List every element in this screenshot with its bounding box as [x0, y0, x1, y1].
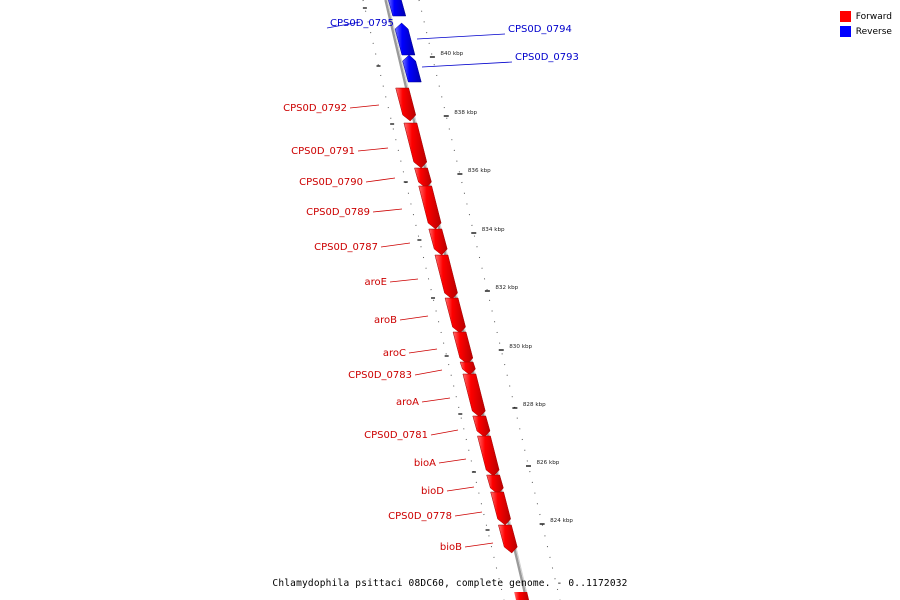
- legend-item-forward: Forward: [839, 9, 892, 24]
- scale-tick-label: 828 kbp: [523, 402, 546, 408]
- gene-leader-line: [416, 33, 506, 40]
- gene-arrow-arob[interactable]: [444, 297, 466, 334]
- right-dotted-track: [418, 0, 561, 600]
- gene-leader-line: [380, 242, 411, 248]
- gene-label-cps0d_0783[interactable]: CPS0D_0783: [348, 370, 412, 381]
- gene-label-bioa[interactable]: bioA: [414, 458, 436, 469]
- gene-label-cps0d_0781[interactable]: CPS0D_0781: [364, 430, 428, 441]
- scale-tick-label: 838 kbp: [454, 110, 477, 116]
- legend: Forward Reverse: [839, 9, 892, 39]
- gene-label-aroa[interactable]: aroA: [396, 397, 419, 408]
- gene-leader-line: [365, 177, 396, 183]
- legend-item-reverse: Reverse: [839, 24, 892, 39]
- gene-leader-line: [446, 486, 475, 492]
- gene-arrow-aroa[interactable]: [462, 373, 486, 418]
- reverse-swatch: [839, 26, 851, 37]
- gene-label-biob[interactable]: bioB: [440, 542, 462, 553]
- gene-leader-line: [357, 147, 389, 152]
- scale-tick-label: 826 kbp: [537, 460, 560, 466]
- gene-label-cps0d_0790[interactable]: CPS0D_0790: [299, 177, 363, 188]
- gene-label-cps0d_0787[interactable]: CPS0D_0787: [314, 242, 378, 253]
- gene-arrow-cps0d_0783[interactable]: [459, 361, 476, 376]
- gene-arrow-biob[interactable]: [498, 524, 518, 554]
- gene-label-cps0d_0794[interactable]: CPS0D_0794: [508, 24, 572, 35]
- gene-leader-line: [349, 104, 380, 109]
- gene-arrow-cps0d_0787[interactable]: [428, 228, 448, 256]
- gene-label-cps0d_0792[interactable]: CPS0D_0792: [283, 103, 347, 114]
- gene-arrow-cps0d_0790[interactable]: [414, 167, 432, 189]
- gene-arrow-cps0d_0791[interactable]: [403, 122, 428, 169]
- gene-arrow-cps0d_0793[interactable]: [402, 54, 422, 83]
- gene-leader-line: [421, 397, 451, 403]
- gene-arrow-partial: [514, 592, 529, 600]
- gene-arrow-cps0d_0778[interactable]: [490, 491, 511, 526]
- gene-arrow-cps0d_0794[interactable]: [394, 22, 416, 56]
- scale-tick-label: 832 kbp: [495, 285, 518, 291]
- gene-leader-line: [414, 369, 443, 376]
- gene-arrow-aroe[interactable]: [434, 254, 458, 300]
- gene-arrow-cps0d_0789[interactable]: [418, 185, 442, 230]
- forward-swatch: [839, 11, 851, 22]
- gene-leader-line: [408, 348, 438, 354]
- gene-leader-line: [399, 315, 429, 321]
- gene-leader-line: [454, 511, 483, 517]
- gene-arrow-aroc[interactable]: [452, 331, 474, 365]
- genome-title: Chlamydophila psittaci 08DC60, complete …: [272, 578, 628, 589]
- gene-leader-line: [421, 61, 513, 68]
- scale-tick-label: 834 kbp: [482, 227, 505, 233]
- gene-leader-line: [464, 542, 494, 548]
- gene-label-aroc[interactable]: aroC: [383, 348, 406, 359]
- gene-label-biod[interactable]: bioD: [421, 486, 444, 497]
- gene-leader-line: [438, 458, 467, 464]
- scale-tick-label: 840 kbp: [440, 51, 463, 57]
- gene-arrow-cps0d_0792[interactable]: [395, 87, 417, 122]
- gene-leader-line: [430, 429, 459, 436]
- gene-label-cps0d_0791[interactable]: CPS0D_0791: [291, 146, 355, 157]
- scale-tick-label: 824 kbp: [550, 518, 573, 524]
- gene-arrow-cps0d_0795[interactable]: [388, 0, 407, 17]
- gene-label-aroe[interactable]: aroE: [365, 277, 387, 288]
- gene-label-cps0d_0795[interactable]: CPS0D_0795: [330, 18, 394, 29]
- gene-label-cps0d_0778[interactable]: CPS0D_0778: [388, 511, 452, 522]
- gene-arrow-cps0d_0781[interactable]: [472, 415, 491, 438]
- scale-tick-label: 830 kbp: [509, 344, 532, 350]
- gene-leader-line: [326, 21, 361, 29]
- gene-label-cps0d_0793[interactable]: CPS0D_0793: [515, 52, 579, 63]
- legend-label-forward: Forward: [855, 11, 892, 22]
- gene-leader-line: [389, 278, 419, 283]
- gene-arrow-biod[interactable]: [486, 474, 504, 495]
- left-dotted-track: [362, 0, 505, 600]
- legend-label-reverse: Reverse: [855, 26, 892, 37]
- gene-label-arob[interactable]: aroB: [374, 315, 397, 326]
- gene-label-cps0d_0789[interactable]: CPS0D_0789: [306, 207, 370, 218]
- scale-tick-label: 836 kbp: [468, 168, 491, 174]
- gene-leader-line: [372, 208, 403, 213]
- gene-arrow-bioa[interactable]: [477, 435, 500, 477]
